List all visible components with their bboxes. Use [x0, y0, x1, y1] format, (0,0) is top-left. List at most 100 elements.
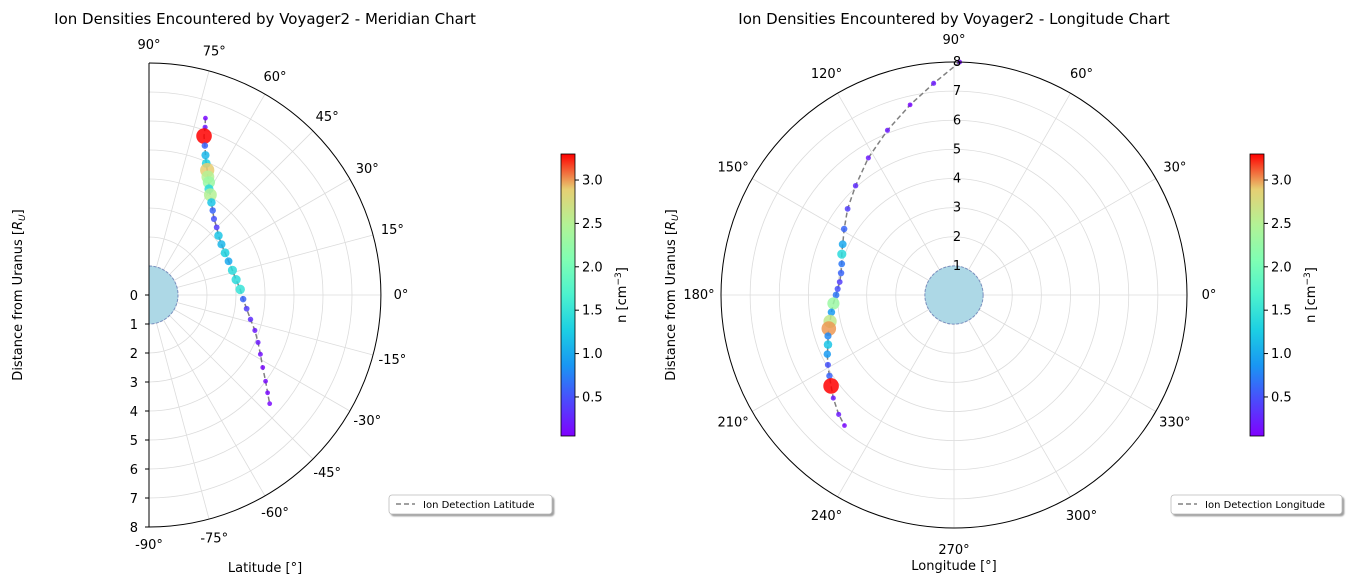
ion-density-point — [827, 308, 836, 316]
meridian-grid-spoke — [148, 294, 314, 460]
meridian-grid-spoke — [148, 294, 266, 497]
ion-density-point — [265, 390, 270, 396]
ion-density-point — [220, 248, 230, 258]
longitude-grid-spoke — [953, 178, 1156, 296]
ion-density-point — [837, 249, 847, 259]
ion-density-point — [210, 215, 218, 222]
ion-density-point — [243, 305, 250, 312]
ion-density-point — [202, 176, 216, 189]
ion-density-point — [836, 279, 843, 285]
ion-density-point — [823, 340, 833, 349]
ion-density-point — [830, 395, 836, 401]
longitude-angle-tick-label: 120° — [811, 67, 842, 82]
longitude-angle-tick-label: 210° — [717, 416, 748, 431]
longitude-colorbar-tick-label: 1.5 — [1271, 304, 1292, 319]
meridian-chart: Ion Densities Encountered by Voyager2 - … — [11, 10, 630, 576]
ion-density-point — [842, 423, 847, 428]
longitude-radial-tick-label: 6 — [953, 113, 961, 128]
ion-density-point — [826, 372, 833, 380]
meridian-outer-arc — [148, 62, 382, 528]
ion-density-point — [231, 275, 241, 285]
longitude-colorbar-gradient — [1249, 153, 1265, 437]
meridian-angle-tick-label: 45° — [316, 110, 339, 125]
ion-density-point — [239, 295, 247, 303]
longitude-grid-spoke — [752, 178, 955, 296]
ion-density-point — [838, 240, 847, 249]
longitude-legend-label: Ion Detection Longitude — [1205, 500, 1325, 511]
longitude-radial-tick-label: 7 — [953, 84, 961, 99]
meridian-angle-tick-label: -45° — [313, 466, 341, 481]
longitude-angle-tick-label: 30° — [1163, 161, 1186, 176]
meridian-grid-spoke — [148, 294, 210, 520]
ion-density-point — [931, 80, 937, 86]
longitude-radial-tick-label: 8 — [953, 55, 961, 70]
longitude-radial-tick-label: 5 — [953, 142, 961, 157]
longitude-legend-box — [1170, 494, 1343, 515]
longitude-angle-tick-label: 330° — [1159, 416, 1190, 431]
meridian-grid-spoke — [148, 294, 374, 356]
ion-detection-latitude-line — [203, 118, 271, 404]
meridian-angle-tick-label: -15° — [379, 353, 407, 368]
meridian-grid-spoke — [148, 294, 351, 412]
longitude-radial-tick-label: 2 — [953, 230, 961, 245]
meridian-angle-tick-label: 90° — [137, 38, 160, 53]
longitude-angle-tick-label: 60° — [1070, 67, 1093, 82]
longitude-colorbar-tick-label: 1.0 — [1271, 347, 1292, 362]
meridian-legend-box — [388, 494, 553, 515]
ion-density-point — [213, 224, 220, 231]
ion-density-point — [260, 365, 266, 370]
longitude-grid-spoke — [752, 294, 955, 412]
meridian-angle-tick-labels: -90° -75° -60° -45° -30° -15° 0° 15° 30° 45° 60° 75… — [135, 38, 408, 553]
ion-density-point — [852, 182, 859, 189]
meridian-colorbar-tick-label: 2.0 — [582, 260, 603, 275]
longitude-planet — [924, 265, 984, 325]
meridian-angle-tick-label: -75° — [200, 531, 228, 546]
ion-density-point — [201, 142, 209, 149]
ion-density-point — [834, 285, 841, 292]
longitude-angle-tick-label: 150° — [717, 161, 748, 176]
meridian-planet — [148, 265, 179, 325]
longitude-grid-spoke — [953, 294, 1156, 412]
longitude-chart-title: Ion Densities Encountered by Voyager2 - … — [738, 10, 1170, 28]
meridian-radial-tick-label: 3 — [130, 376, 138, 391]
ion-density-point — [214, 231, 223, 240]
meridian-angle-tick-label: -60° — [261, 506, 289, 521]
longitude-y-axis-label: Distance from Uranus [RU] — [664, 209, 681, 380]
longitude-colorbar-tick-label: 0.5 — [1271, 390, 1292, 405]
ion-density-point — [838, 260, 846, 268]
longitude-angle-tick-label: 240° — [811, 509, 842, 524]
ion-density-point — [235, 284, 245, 295]
ion-density-point — [824, 361, 831, 368]
longitude-colorbar-tick-label: 3.0 — [1271, 174, 1292, 189]
ion-density-point — [824, 332, 832, 340]
longitude-radial-tick-label: 3 — [953, 201, 961, 216]
ion-density-point — [836, 411, 842, 417]
ion-density-point — [840, 225, 848, 233]
longitude-outer-circle — [720, 61, 1188, 529]
longitude-colorbar-label: n [cm−3] — [1303, 267, 1319, 323]
ion-density-point — [201, 151, 210, 160]
meridian-x-axis-label: Latitude [°] — [228, 561, 302, 576]
longitude-x-axis-label: Longitude [°] — [911, 559, 996, 574]
longitude-radial-tick-labels: 1 2 3 4 5 6 7 8 — [953, 55, 961, 274]
longitude-grid-spoke — [837, 294, 955, 497]
ion-density-point — [217, 240, 226, 249]
meridian-angle-tick-label: 75° — [203, 45, 226, 60]
meridian-angle-tick-label: 30° — [356, 162, 379, 177]
ion-density-point — [252, 327, 258, 333]
ion-density-point — [832, 291, 840, 299]
longitude-chart: Ion Densities Encountered by Voyager2 - … — [664, 10, 1343, 574]
ion-density-point — [247, 316, 254, 323]
meridian-radial-tick-label: 8 — [130, 521, 138, 536]
longitude-radial-tick-label: 4 — [953, 172, 961, 187]
meridian-colorbar-tick-label: 3.0 — [582, 174, 603, 189]
ion-density-point — [821, 321, 837, 336]
meridian-colorbar-tick-label: 0.5 — [582, 390, 603, 405]
ion-density-point — [227, 265, 238, 275]
meridian-colorbar-tick-label: 1.5 — [582, 304, 603, 319]
meridian-legend-label: Ion Detection Latitude — [423, 500, 535, 511]
meridian-colorbar: 0.5 1.0 1.5 2.0 2.5 3.0 n [cm−3] — [560, 153, 630, 437]
longitude-radial-tick-label: 1 — [953, 259, 961, 274]
meridian-frame — [145, 62, 382, 528]
